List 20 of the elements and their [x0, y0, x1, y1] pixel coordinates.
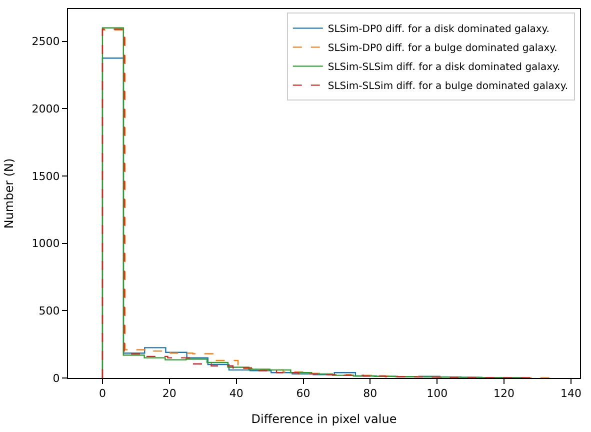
- legend-label: SLSim-SLSim diff. for a disk dominated galaxy.: [328, 62, 560, 74]
- y-tick-label: 0: [52, 372, 60, 385]
- x-tick-label: 120: [494, 387, 515, 400]
- x-tick-label: 60: [296, 387, 310, 400]
- y-axis-title: Number (N): [2, 158, 16, 229]
- y-tick-label: 1500: [32, 170, 60, 183]
- x-tick-label: 20: [162, 387, 176, 400]
- legend-label: SLSim-DP0 diff. for a disk dominated galaxy.: [328, 24, 550, 36]
- legend-label: SLSim-DP0 diff. for a bulge dominated galaxy.: [328, 43, 558, 54]
- x-tick-label: 80: [363, 387, 378, 400]
- y-tick-label: 500: [38, 304, 60, 318]
- y-tick-label: 2500: [32, 35, 60, 48]
- y-tick-label: 2000: [32, 102, 60, 116]
- x-tick-label: 0: [98, 387, 106, 400]
- legend-label: SLSim-SLSim diff. for a bulge dominated galaxy.: [328, 81, 568, 92]
- y-tick-label: 1000: [32, 237, 60, 250]
- x-tick-label: 40: [229, 387, 244, 400]
- x-axis-title: Difference in pixel value: [251, 412, 397, 426]
- x-tick-label: 100: [426, 387, 448, 400]
- x-tick-label: 140: [560, 387, 582, 400]
